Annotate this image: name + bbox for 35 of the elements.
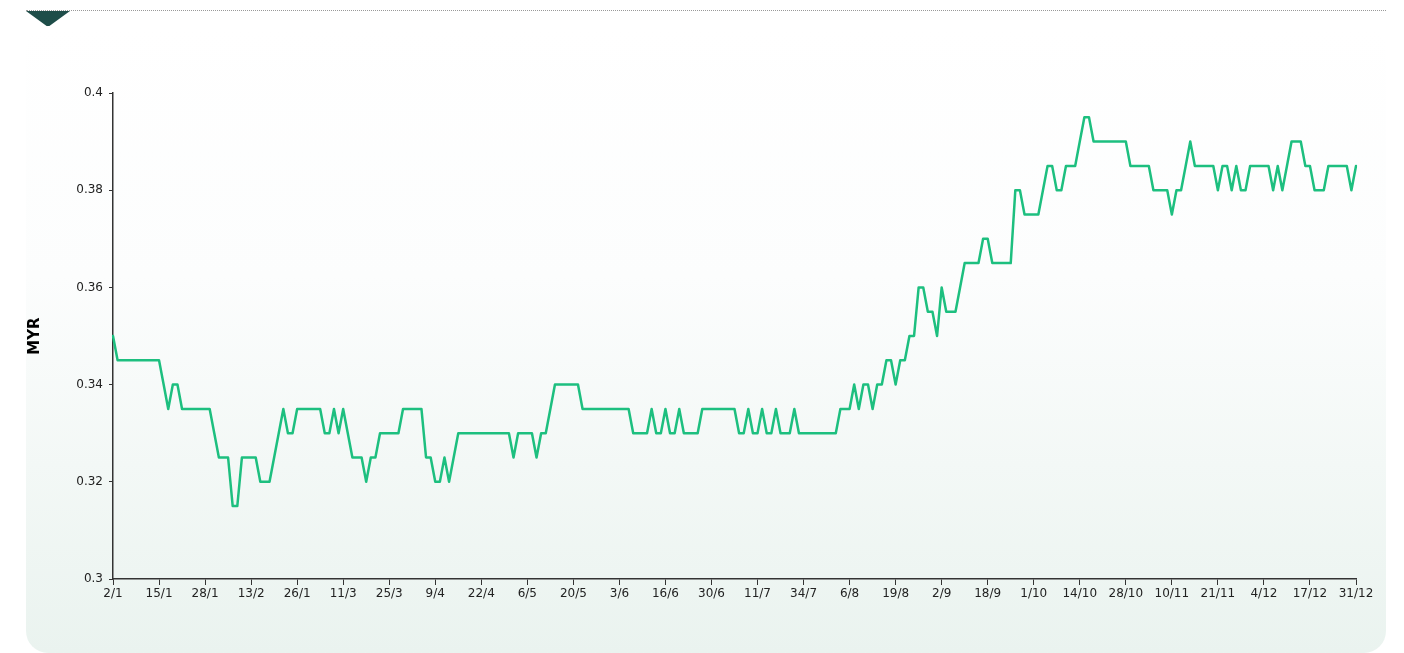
x-tick-label: 22/4 (467, 586, 495, 601)
x-tick-label: 17/12 (1292, 586, 1328, 601)
x-tick-label: 14/10 (1062, 586, 1098, 601)
x-tick-label: 21/11 (1200, 586, 1236, 601)
x-tick-label: 2/9 (932, 586, 952, 601)
y-tick-label: 0.4 (83, 85, 103, 100)
x-tick-label: 11/3 (329, 586, 357, 601)
x-tick-label: 6/8 (839, 586, 860, 601)
x-tick-label: 3/6 (609, 586, 630, 601)
x-tick-label: 28/10 (1108, 586, 1144, 601)
x-tick-label: 16/6 (651, 586, 679, 601)
x-tick-label: 13/2 (237, 586, 265, 601)
x-tick-label: 11/7 (744, 586, 771, 601)
x-tick-label: 20/5 (559, 586, 587, 601)
x-tick-label: 19/8 (882, 586, 910, 601)
x-tick-label: 15/1 (145, 586, 173, 601)
x-tick-label: 34/7 (790, 586, 818, 601)
x-tick-label: 28/1 (191, 586, 219, 601)
y-tick-label: 0.38 (76, 182, 103, 197)
x-tick-label: 9/4 (425, 586, 445, 601)
x-tick-label: 10/11 (1154, 586, 1190, 601)
x-tick-label: 26/1 (283, 586, 311, 601)
y-tick-label: 0.3 (83, 571, 103, 586)
y-tick-label: 0.34 (76, 376, 103, 391)
x-tick-label: 31/12 (1338, 586, 1374, 601)
x-tick-label: 25/3 (375, 586, 403, 601)
y-tick-label: 0.36 (76, 279, 103, 294)
x-tick-label: 6/5 (517, 586, 537, 601)
x-tick-label: 4/12 (1250, 586, 1278, 601)
x-tick-label: 1/10 (1020, 586, 1048, 601)
y-axis-title: MYR (24, 316, 43, 355)
x-tick-label: 2/1 (103, 586, 123, 601)
x-tick-label: 18/9 (974, 586, 1002, 601)
x-tick-label: 30/6 (698, 586, 725, 601)
y-tick-label: 0.32 (76, 473, 103, 488)
